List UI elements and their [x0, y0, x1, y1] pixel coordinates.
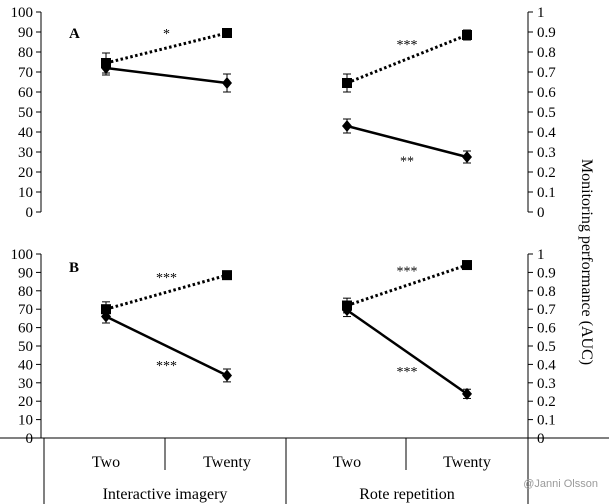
- left-tick-label: 30: [18, 145, 33, 161]
- right-tick-label: 0.8: [537, 45, 556, 61]
- left-tick-label: 20: [18, 165, 33, 181]
- solid-series-line: [346, 309, 468, 395]
- right-tick-label: 0.4: [537, 125, 556, 141]
- diamond-marker: [342, 120, 352, 132]
- right-tick-label: 0.6: [537, 321, 556, 337]
- right-tick-label: 0: [537, 205, 545, 221]
- significance-marker: ***: [156, 271, 177, 286]
- left-tick-label: 90: [18, 265, 33, 281]
- right-axis-label: Monitoring performance (AUC): [578, 159, 595, 365]
- watermark: @Janni Olsson: [523, 478, 598, 490]
- square-marker: [462, 260, 472, 271]
- left-tick-label: 10: [18, 185, 33, 201]
- right-tick-label: 0.9: [537, 25, 556, 41]
- right-tick-label: 0.2: [537, 165, 556, 181]
- diamond-marker: [222, 77, 232, 89]
- panel-b-label: B: [69, 260, 79, 276]
- significance-marker: ***: [397, 365, 418, 380]
- left-tick-label: 50: [18, 339, 33, 355]
- dotted-series-line: [346, 263, 468, 307]
- solid-series-line: [105, 66, 228, 85]
- panel-a-label: A: [69, 26, 80, 42]
- x-category-label: Twenty: [443, 454, 491, 471]
- diamond-marker: [222, 369, 232, 382]
- solid-series-line: [346, 124, 468, 159]
- right-tick-label: 0.8: [537, 284, 556, 300]
- right-tick-label: 0.7: [537, 302, 556, 318]
- square-marker: [222, 28, 232, 38]
- right-tick-label: 0.5: [537, 105, 556, 121]
- left-tick-label: 60: [18, 321, 33, 337]
- diamond-marker: [462, 151, 472, 163]
- left-tick-label: 70: [18, 65, 33, 81]
- solid-series-line: [105, 315, 228, 377]
- square-marker: [222, 270, 232, 281]
- dotted-series-line: [105, 273, 228, 311]
- right-tick-label: 0.6: [537, 85, 556, 101]
- square-marker: [101, 304, 111, 315]
- right-tick-label: 0.9: [537, 265, 556, 281]
- significance-marker: *: [163, 27, 170, 42]
- x-group-label: Rote repetition: [359, 486, 455, 503]
- significance-marker: ***: [156, 359, 177, 374]
- left-tick-label: 90: [18, 25, 33, 41]
- left-tick-label: 60: [18, 85, 33, 101]
- right-tick-label: 1: [537, 247, 545, 263]
- x-category-label: Two: [92, 454, 120, 471]
- panel-b: B 0 10 20 30 40 50 60 70 80 90 100 0 0.1 0.2 0.3 0.4 0.5…: [11, 247, 557, 447]
- x-category-label: Twenty: [203, 454, 251, 471]
- left-tick-label: 0: [26, 205, 34, 221]
- left-tick-label: 40: [18, 357, 33, 373]
- left-tick-label: 10: [18, 413, 33, 429]
- square-marker: [462, 30, 472, 40]
- dotted-series-line: [105, 31, 228, 65]
- left-tick-label: 0: [26, 431, 34, 447]
- left-tick-label: 80: [18, 284, 33, 300]
- x-axis-table: Two Twenty Two Twenty Interactive imagery Rot…: [0, 437, 609, 504]
- right-tick-label: 0.3: [537, 376, 556, 392]
- diamond-marker: [101, 62, 111, 74]
- square-marker: [342, 78, 352, 88]
- diamond-marker: [101, 310, 111, 323]
- right-tick-label: 0.2: [537, 394, 556, 410]
- left-tick-label: 80: [18, 45, 33, 61]
- left-tick-label: 100: [11, 5, 34, 21]
- diamond-marker: [462, 387, 472, 400]
- left-tick-label: 30: [18, 376, 33, 392]
- right-tick-label: 0.1: [537, 413, 556, 429]
- right-tick-label: 1: [537, 5, 545, 21]
- panel-a: A 0 10 20 30 40 50 60 70 80 90 100 0 0.1 0.2 0.3 0.4 0.5…: [11, 5, 557, 221]
- left-tick-label: 100: [11, 247, 34, 263]
- significance-marker: ***: [397, 264, 418, 279]
- right-tick-label: 0: [537, 431, 545, 447]
- dotted-series-line: [346, 33, 468, 85]
- right-tick-label: 0.1: [537, 185, 556, 201]
- right-tick-label: 0.5: [537, 339, 556, 355]
- diamond-marker: [342, 304, 352, 317]
- x-category-label: Two: [333, 454, 361, 471]
- significance-marker: **: [400, 155, 414, 170]
- x-group-label: Interactive imagery: [103, 486, 228, 503]
- left-tick-label: 70: [18, 302, 33, 318]
- significance-marker: ***: [397, 38, 418, 53]
- left-tick-label: 40: [18, 125, 33, 141]
- right-tick-label: 0.7: [537, 65, 556, 81]
- right-tick-label: 0.3: [537, 145, 556, 161]
- left-tick-label: 50: [18, 105, 33, 121]
- left-tick-label: 20: [18, 394, 33, 410]
- right-tick-label: 0.4: [537, 357, 556, 373]
